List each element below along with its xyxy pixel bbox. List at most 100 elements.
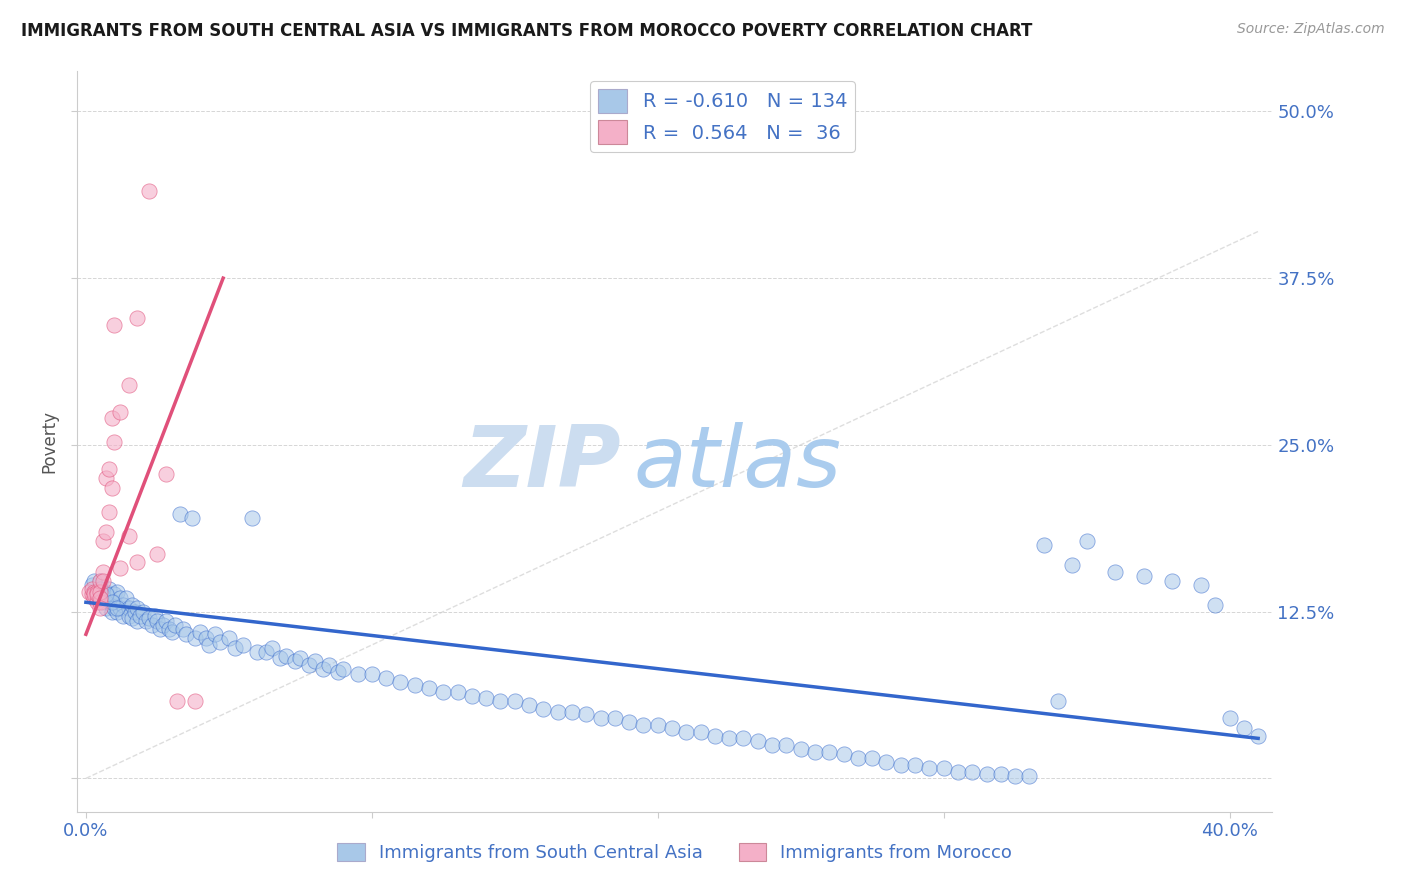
Point [110, 591, 132, 606]
Point [183, 694, 205, 708]
Point [446, 684, 468, 698]
Point [232, 638, 254, 652]
Point [204, 627, 226, 641]
Point [91, 574, 114, 588]
Point [224, 640, 246, 655]
Point [1161, 574, 1184, 588]
Text: Source: ZipAtlas.com: Source: ZipAtlas.com [1237, 22, 1385, 37]
Point [83, 591, 105, 606]
Point [312, 662, 335, 676]
Point [146, 547, 169, 561]
Point [531, 702, 554, 716]
Point [100, 605, 122, 619]
Point [169, 508, 191, 522]
Point [1247, 729, 1270, 743]
Point [105, 605, 128, 619]
Point [661, 721, 683, 735]
Point [561, 705, 583, 719]
Point [83, 574, 105, 588]
Legend: Immigrants from South Central Asia, Immigrants from Morocco: Immigrants from South Central Asia, Immi… [330, 836, 1019, 870]
Point [918, 761, 941, 775]
Point [94, 584, 117, 599]
Point [160, 624, 183, 639]
Point [1062, 558, 1084, 572]
Point [804, 745, 827, 759]
Point [1076, 533, 1098, 548]
Point [775, 738, 797, 752]
Point [152, 618, 174, 632]
Y-axis label: Poverty: Poverty [41, 410, 59, 473]
Point [124, 605, 146, 619]
Point [489, 694, 512, 708]
Point [733, 731, 755, 746]
Point [647, 718, 669, 732]
Point [976, 767, 998, 781]
Point [157, 622, 180, 636]
Point [761, 738, 783, 752]
Point [110, 600, 132, 615]
Point [346, 667, 368, 681]
Point [121, 598, 143, 612]
Point [990, 767, 1012, 781]
Point [94, 587, 117, 601]
Point [141, 618, 163, 632]
Point [110, 404, 132, 418]
Point [118, 600, 141, 615]
Point [274, 648, 297, 663]
Point [149, 622, 172, 636]
Point [100, 411, 122, 425]
Point [675, 724, 697, 739]
Point [103, 587, 125, 601]
Point [112, 608, 135, 623]
Point [747, 734, 769, 748]
Point [183, 632, 205, 646]
Point [589, 711, 612, 725]
Point [689, 724, 711, 739]
Point [91, 595, 114, 609]
Point [97, 462, 120, 476]
Point [332, 662, 354, 676]
Point [138, 611, 160, 625]
Point [163, 618, 186, 632]
Point [1104, 565, 1126, 579]
Point [83, 587, 105, 601]
Point [432, 684, 454, 698]
Point [860, 751, 883, 765]
Point [94, 471, 117, 485]
Point [86, 587, 108, 601]
Point [195, 632, 218, 646]
Point [91, 533, 114, 548]
Point [83, 584, 105, 599]
Point [475, 691, 498, 706]
Point [703, 729, 725, 743]
Point [77, 584, 100, 599]
Point [105, 584, 128, 599]
Point [284, 654, 307, 668]
Point [1189, 578, 1212, 592]
Point [269, 651, 291, 665]
Point [118, 377, 141, 392]
Point [91, 565, 114, 579]
Point [789, 742, 811, 756]
Point [86, 584, 108, 599]
Point [110, 560, 132, 574]
Point [418, 681, 440, 695]
Point [180, 511, 202, 525]
Point [633, 718, 655, 732]
Point [890, 758, 912, 772]
Point [103, 435, 125, 450]
Point [89, 582, 111, 596]
Point [960, 764, 983, 779]
Point [517, 698, 540, 712]
Point [718, 731, 741, 746]
Point [818, 745, 841, 759]
Point [875, 756, 897, 770]
Point [603, 711, 626, 725]
Point [188, 624, 211, 639]
Point [318, 657, 340, 672]
Point [209, 635, 232, 649]
Point [103, 595, 125, 609]
Point [389, 675, 412, 690]
Point [1204, 598, 1226, 612]
Point [127, 614, 149, 628]
